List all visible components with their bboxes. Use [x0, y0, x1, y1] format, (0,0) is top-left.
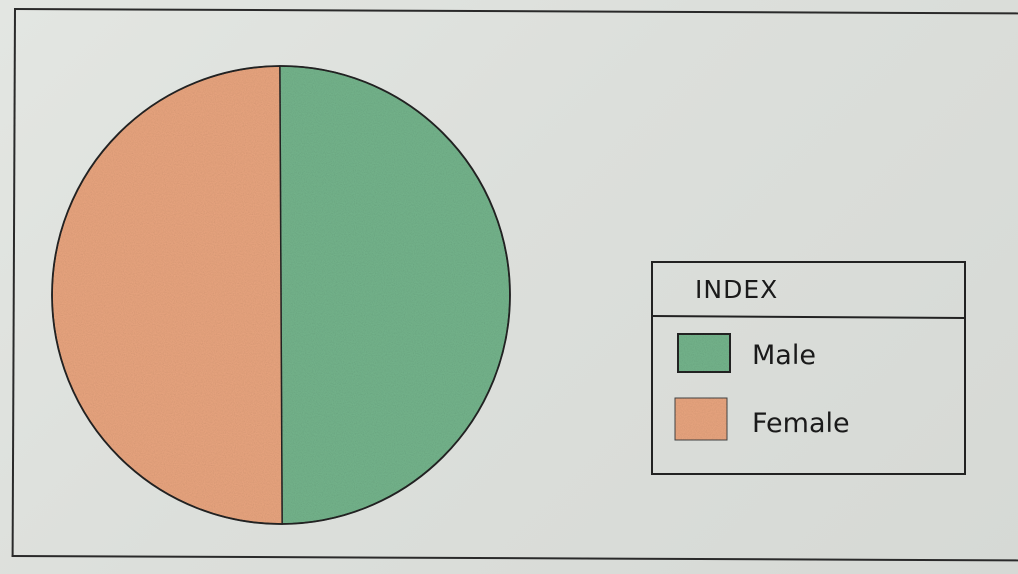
legend-title: INDEX: [695, 275, 778, 304]
pie-slice-female: [51, 65, 283, 525]
legend-label-male: Male: [752, 340, 816, 371]
legend-box: INDEX Male Female: [651, 261, 966, 475]
legend-label-female: Female: [752, 408, 850, 439]
pie-slice-male: [279, 65, 511, 525]
legend-swatch-female: [674, 397, 728, 441]
legend-border: [651, 261, 966, 475]
pie-slices: [51, 65, 511, 525]
pie-outline: [51, 65, 511, 525]
legend-title-divider: [651, 315, 966, 319]
legend-swatch-male: [677, 333, 731, 373]
